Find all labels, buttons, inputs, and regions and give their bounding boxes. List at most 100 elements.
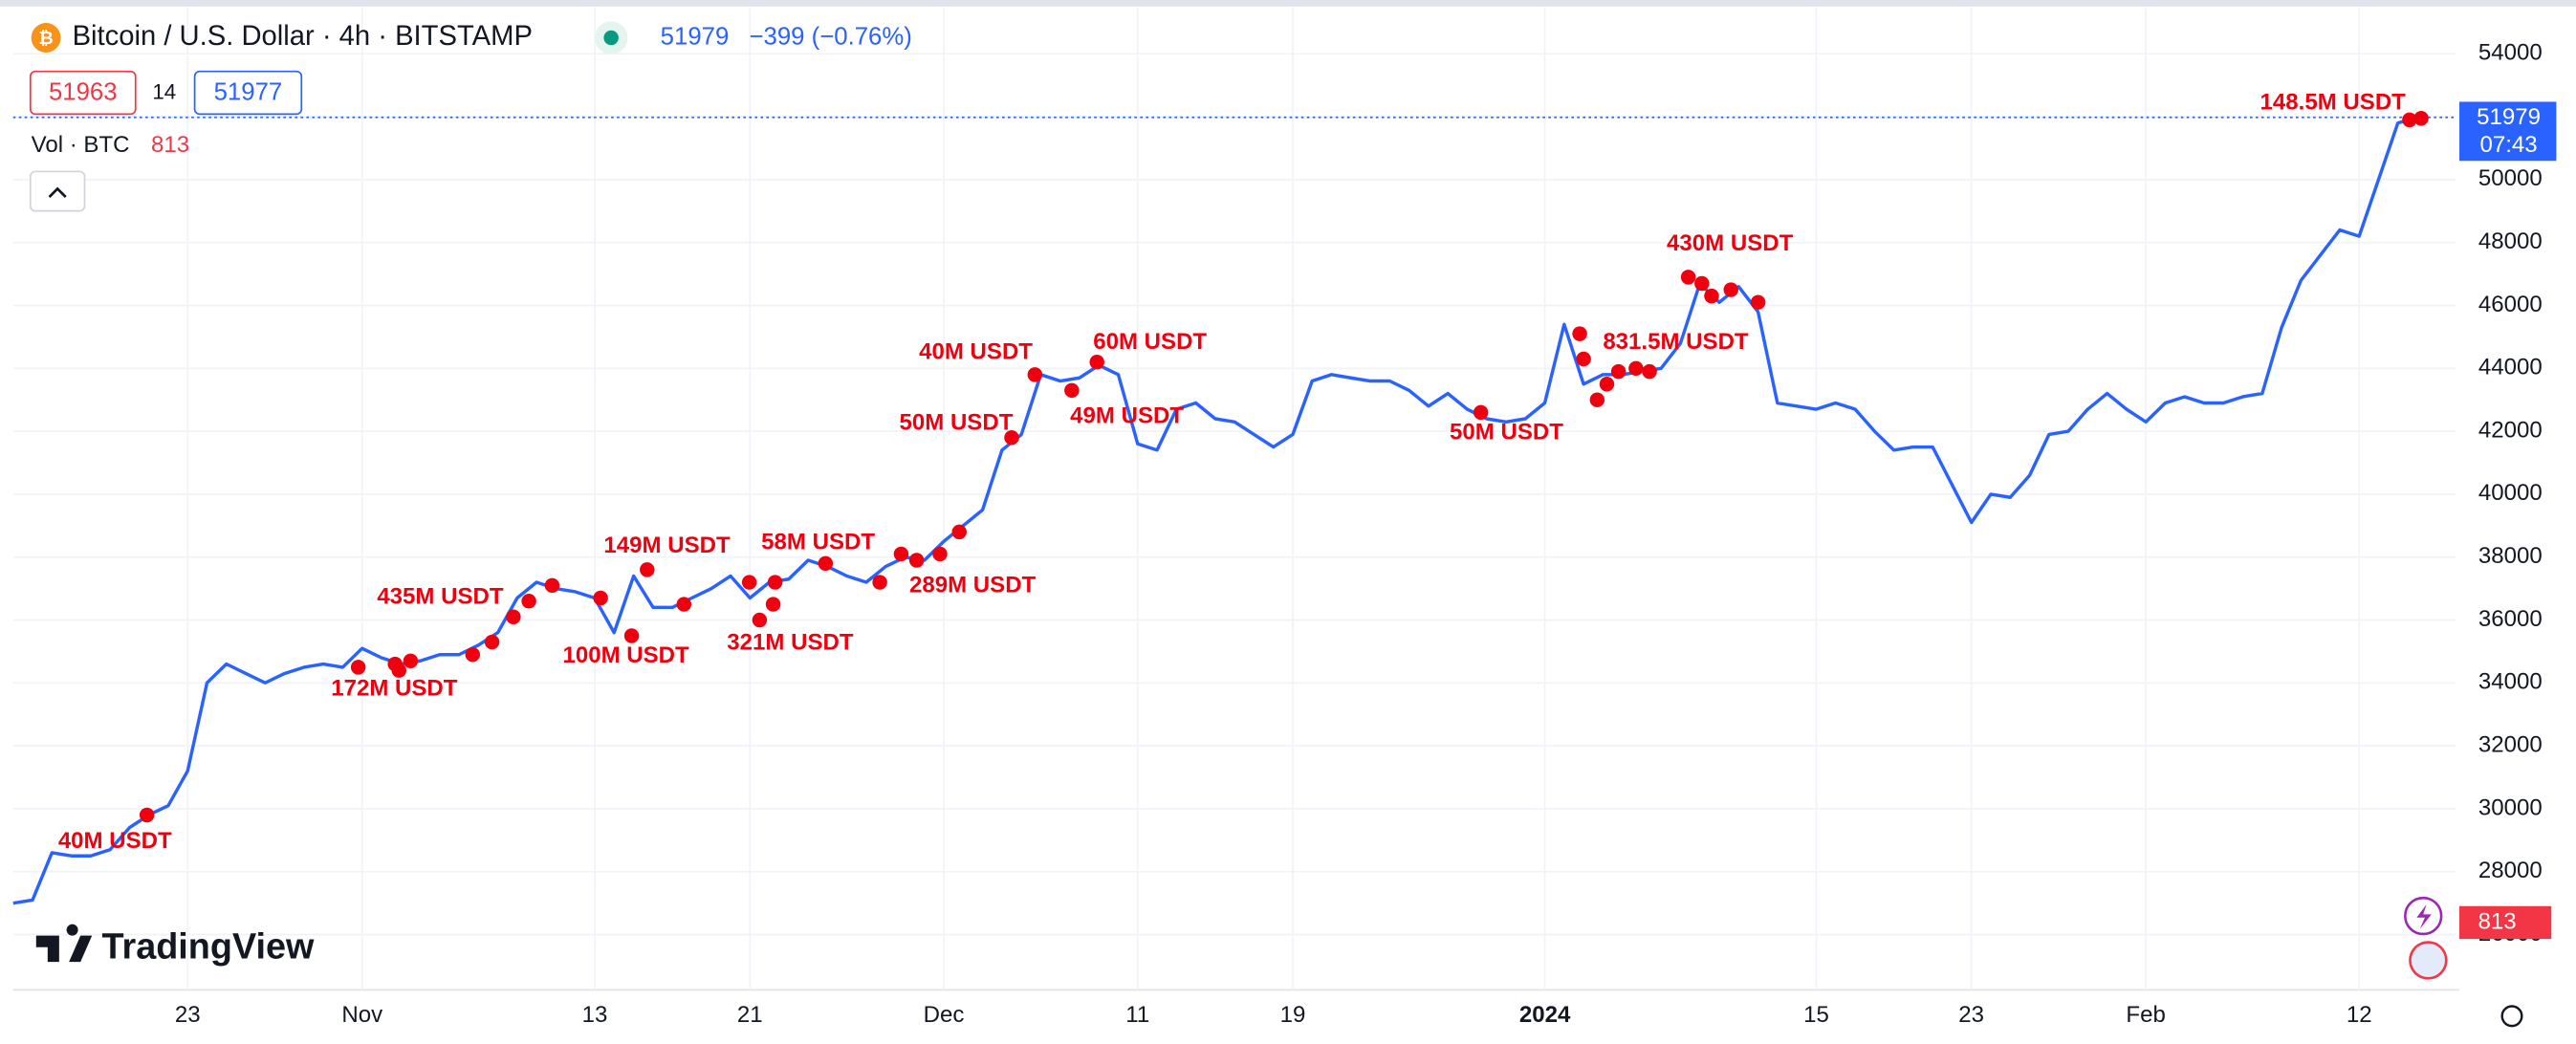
y-tick-label: 28000 [2478,858,2543,883]
x-tick-label: 11 [1125,1002,1149,1028]
top-border [0,0,2576,7]
event-label: 40M USDT [919,338,1033,364]
x-tick-label: 21 [737,1002,763,1028]
event-marker [465,646,481,663]
x-tick-label: Feb [2126,1002,2165,1028]
y-tick-label: 40000 [2478,480,2543,506]
y-tick-label: 38000 [2478,543,2543,569]
event-icon-glyph [2416,904,2432,929]
bitcoin-icon [31,23,61,53]
market-status-dot [603,30,619,46]
event-marker [872,575,887,590]
grid: 2600028000300003200034000360003800040000… [12,8,2543,1028]
event-marker [676,597,692,612]
symbol-title: Bitcoin / U.S. Dollar · 4h · BITSTAMP [73,21,533,52]
event-label: 435M USDT [377,583,504,609]
event-marker [2413,111,2429,126]
event-marker [1576,351,1591,367]
event-marker [1064,382,1080,399]
event-marker [1004,429,1019,446]
x-tick-label: Nov [341,1002,382,1028]
bid-price: 51963 [49,79,118,106]
event-marker [403,653,419,669]
logo-mark [35,924,93,963]
event-marker [139,807,155,823]
y-tick-label: 44000 [2478,355,2543,381]
event-marker [765,597,781,612]
event-marker [741,575,757,590]
event-label: 831.5M USDT [1603,329,1749,355]
annotations: 40M USDT 172M USDT 435M USDT 100M USDT 149M … [58,90,2429,854]
event-marker [1572,326,1587,341]
event-marker [1694,275,1710,292]
x-tick-label: 13 [582,1002,608,1028]
x-tick-label: 23 [175,1002,201,1028]
x-tick-label: 2024 [1519,1002,1571,1028]
x-tick-label: 19 [1280,1002,1306,1028]
event-label: 50M USDT [1450,420,1563,446]
event-label: 58M USDT [761,530,875,555]
volume-label: Vol · BTC [32,132,130,158]
event-marker [1473,404,1489,421]
event-marker [544,577,560,594]
event-marker [1589,392,1605,407]
event-marker [593,590,608,606]
y-tick-label: 36000 [2478,606,2543,632]
event-marker [893,546,909,562]
event-label: 49M USDT [1070,402,1184,428]
bid-box[interactable] [29,70,137,116]
x-tick-label: 23 [1958,1002,1984,1028]
event-marker [391,663,406,678]
event-marker [752,612,768,628]
event-marker [1723,282,1738,297]
event-label: 430M USDT [1667,230,1794,256]
x-tick-label: 15 [1803,1002,1829,1028]
chevron-icon [48,186,67,199]
event-marker [1027,367,1043,382]
event-label: 100M USDT [562,642,689,668]
y-tick-label: 50000 [2478,165,2543,191]
event-marker [1610,363,1626,380]
flag-icon[interactable] [2409,941,2448,980]
event-label: 149M USDT [603,533,731,558]
y-tick-label: 46000 [2478,292,2543,317]
bitcoin-icon-glyph: ₿ [38,29,53,49]
volume-tag [2459,905,2552,940]
spread: 14 [152,80,176,104]
x-tick-label: 12 [2347,1002,2372,1028]
event-marker [932,546,948,562]
event-label: 321M USDT [727,629,854,655]
logo-text: TradingView [102,926,315,967]
price-tag-value: 51979 [2477,104,2541,130]
y-tick-label: 34000 [2478,669,2543,695]
event-marker [767,575,783,590]
event-label: 148.5M USDT [2260,90,2407,116]
y-tick-label: 42000 [2478,417,2543,443]
event-label: 40M USDT [58,828,172,854]
ask-box[interactable] [193,70,303,116]
event-marker [2402,112,2417,128]
y-tick-label: 30000 [2478,794,2543,820]
y-tick-label: 32000 [2478,731,2543,757]
event-marker [350,660,366,675]
last-price: 51979 [661,23,730,50]
collapse-button[interactable] [29,170,86,212]
event-marker [1704,288,1719,304]
volume-value: 813 [151,132,189,158]
event-label: 50M USDT [899,409,1013,435]
event-marker [1750,294,1766,310]
volume-tag-value: 813 [2478,908,2516,934]
settings-icon[interactable] [2500,1005,2523,1028]
event-marker [1680,270,1696,285]
event-label: 172M USDT [331,675,458,701]
event-label: 60M USDT [1093,329,1207,355]
event-marker [521,594,536,609]
event-marker [623,628,640,643]
event-marker [1642,363,1657,380]
event-marker [818,555,834,572]
event-marker [640,562,655,577]
event-marker [908,553,925,568]
event-marker [484,634,500,650]
x-tick-label: Dec [924,1002,965,1028]
